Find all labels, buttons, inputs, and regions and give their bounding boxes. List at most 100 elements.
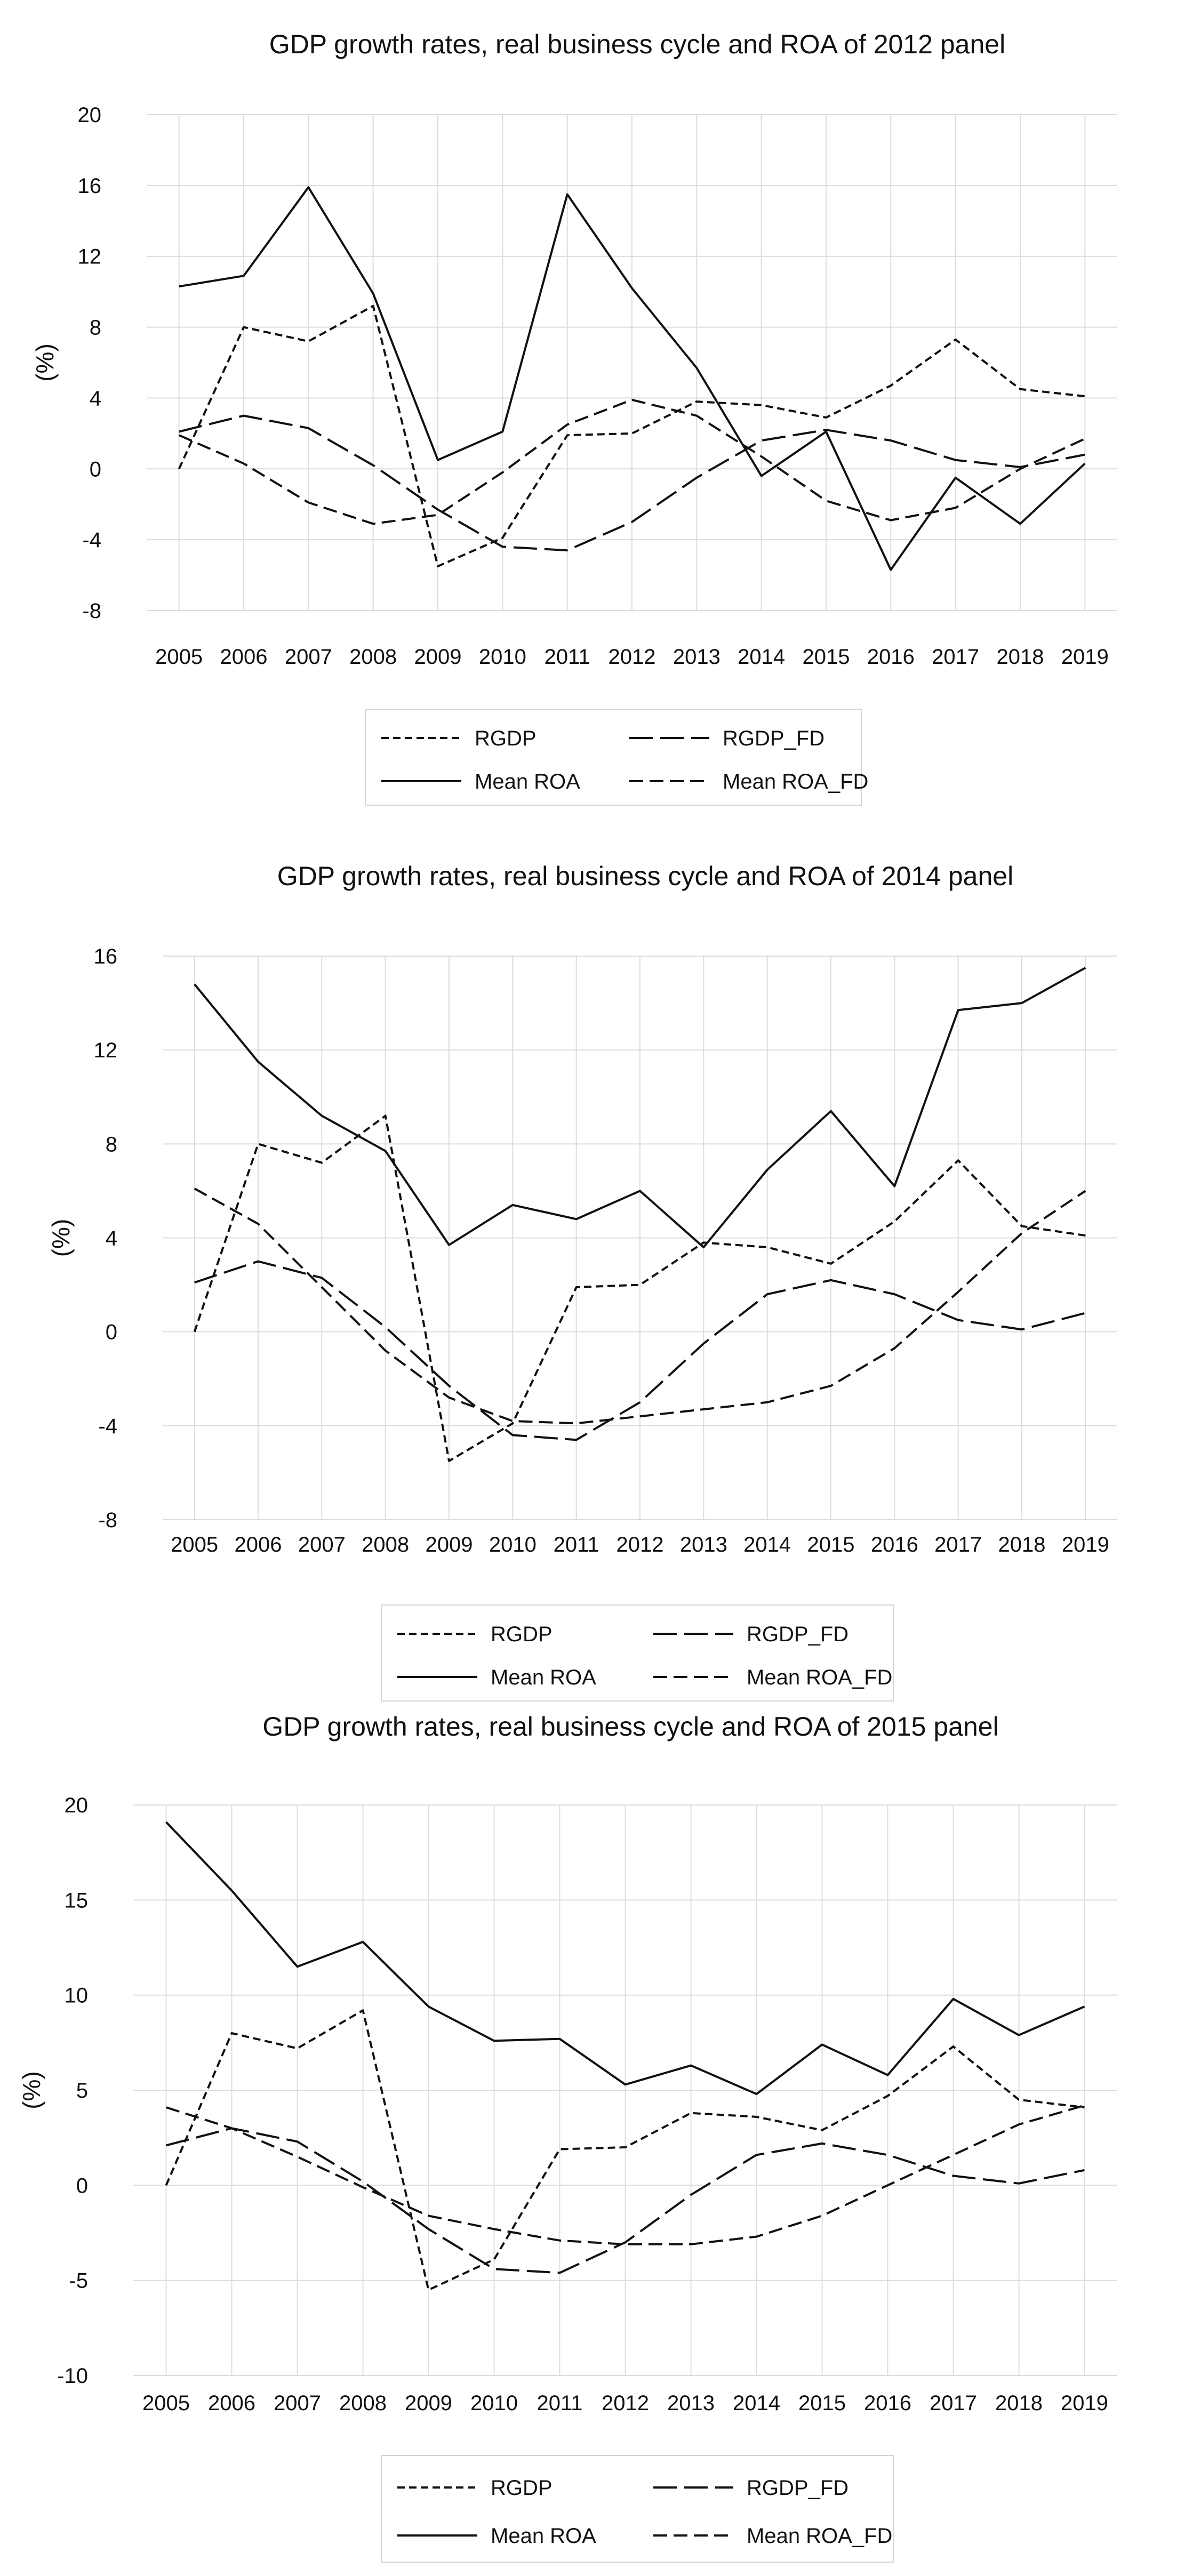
x-tick-label: 2006 bbox=[208, 2392, 255, 2415]
x-tick-label: 2009 bbox=[405, 2392, 452, 2415]
y-tick-label: 8 bbox=[90, 316, 101, 340]
chart-3: GDP growth rates, real business cycle an… bbox=[18, 1712, 1117, 2563]
series-line-mean-roa bbox=[179, 186, 1086, 571]
x-tick-label: 2010 bbox=[470, 2392, 518, 2415]
y-tick-label: 4 bbox=[106, 1227, 117, 1250]
x-tick-label: 2009 bbox=[414, 645, 462, 669]
x-tick-label: 2008 bbox=[362, 1533, 409, 1556]
x-tick-label: 2019 bbox=[1062, 1533, 1109, 1556]
y-axis-label: (%) bbox=[31, 343, 59, 382]
series-line-mean-roa-fd bbox=[194, 1187, 1086, 1425]
x-tick-label: 2014 bbox=[733, 2392, 780, 2415]
x-tick-label: 2018 bbox=[995, 2392, 1043, 2415]
y-tick-label: -5 bbox=[69, 2269, 88, 2293]
y-tick-label: -4 bbox=[82, 528, 101, 552]
legend-label: RGDP bbox=[475, 727, 537, 750]
series-line-rgdp-fd bbox=[165, 2127, 1085, 2274]
legend-label: RGDP_FD bbox=[747, 1623, 848, 1646]
y-tick-label: -8 bbox=[98, 1508, 117, 1532]
x-tick-label: 2018 bbox=[998, 1533, 1046, 1556]
legend: RGDP RGDP_FD Mean ROA Mean ROA_FD bbox=[365, 709, 868, 806]
series-line-mean-roa bbox=[165, 1821, 1085, 2096]
y-tick-label: 12 bbox=[94, 1039, 118, 1062]
x-tick-label: 2014 bbox=[738, 645, 785, 669]
x-tick-label: 2014 bbox=[743, 1533, 791, 1556]
x-tick-label: 2005 bbox=[171, 1533, 218, 1556]
legend-label: Mean ROA_FD bbox=[723, 770, 868, 793]
series-line-mean-roa-fd bbox=[165, 2104, 1085, 2245]
x-tick-label: 2015 bbox=[803, 645, 850, 669]
legend-label: Mean ROA_FD bbox=[747, 1666, 892, 1689]
y-tick-label: 20 bbox=[78, 103, 102, 127]
x-tick-label: 2017 bbox=[932, 645, 979, 669]
x-tick-label: 2013 bbox=[667, 2392, 715, 2415]
legend-label: Mean ROA bbox=[491, 1666, 596, 1689]
x-tick-label: 2017 bbox=[934, 1533, 982, 1556]
x-tick-label: 2015 bbox=[807, 1533, 855, 1556]
x-tick-label: 2016 bbox=[871, 1533, 918, 1556]
x-tick-label: 2005 bbox=[142, 2392, 190, 2415]
x-tick-label: 2007 bbox=[285, 645, 332, 669]
legend-label: Mean ROA bbox=[475, 770, 580, 793]
y-tick-label: 0 bbox=[106, 1321, 117, 1344]
legend-label: Mean ROA bbox=[491, 2524, 596, 2548]
legend-label: RGDP_FD bbox=[723, 727, 824, 750]
x-tick-label: 2012 bbox=[616, 1533, 664, 1556]
x-tick-label: 2011 bbox=[537, 2392, 582, 2415]
legend: RGDP RGDP_FD Mean ROA Mean ROA_FD bbox=[381, 2455, 894, 2563]
chart-title: GDP growth rates, real business cycle an… bbox=[277, 861, 1013, 891]
y-tick-label: 20 bbox=[65, 1794, 89, 1817]
legend-box bbox=[381, 1604, 894, 1702]
x-tick-label: 2009 bbox=[426, 1533, 473, 1556]
legend: RGDP RGDP_FD Mean ROA Mean ROA_FD bbox=[381, 1604, 894, 1702]
x-tick-label: 2012 bbox=[602, 2392, 649, 2415]
x-tick-label: 2012 bbox=[608, 645, 656, 669]
y-tick-label: -8 bbox=[82, 599, 101, 623]
legend-label: Mean ROA_FD bbox=[747, 2524, 892, 2548]
x-tick-label: 2006 bbox=[220, 645, 268, 669]
x-tick-label: 2010 bbox=[479, 645, 526, 669]
y-tick-label: 5 bbox=[76, 2079, 88, 2102]
legend-box bbox=[381, 2455, 894, 2563]
y-tick-label: 16 bbox=[78, 174, 102, 198]
x-tick-label: 2013 bbox=[680, 1533, 727, 1556]
legend-label: RGDP_FD bbox=[747, 2476, 848, 2500]
y-tick-label: 4 bbox=[90, 387, 101, 410]
x-tick-label: 2008 bbox=[349, 645, 397, 669]
legend-label: RGDP bbox=[491, 1623, 553, 1646]
y-tick-label: -4 bbox=[98, 1415, 117, 1438]
series-line-rgdp bbox=[178, 304, 1085, 567]
x-tick-label: 2013 bbox=[673, 645, 720, 669]
chart-2: GDP growth rates, real business cycle an… bbox=[47, 861, 1117, 1702]
series-line-mean-roa bbox=[194, 967, 1086, 1249]
y-tick-label: 16 bbox=[94, 945, 118, 968]
y-tick-label: 0 bbox=[90, 458, 101, 481]
x-tick-label: 2007 bbox=[298, 1533, 346, 1556]
x-tick-label: 2007 bbox=[274, 2392, 321, 2415]
chart-title: GDP growth rates, real business cycle an… bbox=[262, 1712, 998, 1742]
y-tick-label: -10 bbox=[57, 2364, 88, 2388]
y-tick-label: 15 bbox=[65, 1889, 89, 1912]
y-tick-label: 8 bbox=[106, 1133, 117, 1156]
x-tick-label: 2015 bbox=[798, 2392, 846, 2415]
x-tick-label: 2016 bbox=[864, 2392, 911, 2415]
x-tick-label: 2011 bbox=[545, 645, 590, 669]
y-axis-label: (%) bbox=[18, 2071, 45, 2109]
x-tick-label: 2011 bbox=[554, 1533, 599, 1556]
chart-1: GDP growth rates, real business cycle an… bbox=[31, 29, 1117, 806]
x-tick-label: 2019 bbox=[1061, 2392, 1108, 2415]
x-tick-label: 2010 bbox=[489, 1533, 537, 1556]
x-tick-label: 2008 bbox=[339, 2392, 387, 2415]
x-tick-label: 2018 bbox=[997, 645, 1044, 669]
series-line-rgdp-fd bbox=[179, 414, 1085, 552]
y-tick-label: 10 bbox=[65, 1984, 89, 2008]
series-line-rgdp-fd bbox=[194, 1260, 1086, 1441]
x-tick-label: 2019 bbox=[1061, 645, 1109, 669]
x-tick-label: 2005 bbox=[155, 645, 203, 669]
x-tick-label: 2006 bbox=[235, 1533, 282, 1556]
x-tick-label: 2017 bbox=[930, 2392, 977, 2415]
series-line-rgdp bbox=[165, 2009, 1085, 2291]
x-tick-label: 2016 bbox=[867, 645, 915, 669]
y-tick-label: 12 bbox=[78, 245, 102, 269]
